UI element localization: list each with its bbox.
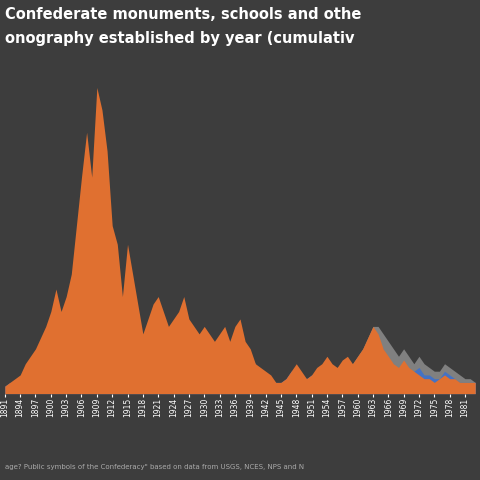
Text: Confederate monuments, schools and othe: Confederate monuments, schools and othe bbox=[5, 7, 361, 22]
Text: onography established by year (cumulativ: onography established by year (cumulativ bbox=[5, 31, 354, 46]
Text: age? Public symbols of the Confederacy" based on data from USGS, NCES, NPS and N: age? Public symbols of the Confederacy" … bbox=[5, 465, 304, 470]
